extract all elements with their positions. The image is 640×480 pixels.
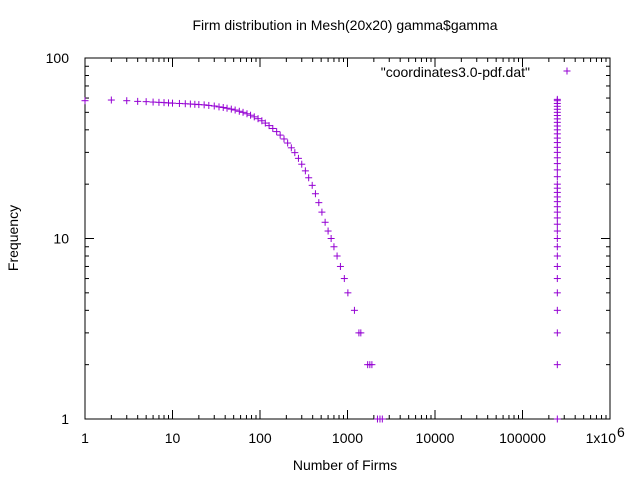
data-point: [315, 199, 323, 207]
data-point: [321, 218, 329, 226]
data-point: [284, 139, 292, 147]
data-point: [287, 144, 295, 152]
data-point: [254, 115, 262, 123]
data-point: [235, 107, 243, 115]
data-point: [243, 110, 251, 118]
data-point: [247, 111, 255, 119]
data-point: [318, 208, 326, 216]
data-point: [324, 227, 332, 235]
data-point: [291, 149, 299, 157]
data-point: [553, 95, 561, 103]
data-point: [175, 99, 183, 107]
data-point: [553, 235, 561, 242]
plot-frame: [84, 57, 611, 420]
data-point: [553, 306, 561, 314]
data-point: [336, 262, 344, 270]
data-point: [280, 135, 288, 143]
x-axis-label: Number of Firms: [293, 457, 397, 473]
data-point: [215, 103, 223, 111]
legend-plus-icon: [563, 67, 571, 75]
data-point: [294, 154, 302, 162]
data-point: [219, 103, 227, 111]
legend-marker: [563, 67, 571, 75]
x-tick-label: 1: [81, 430, 89, 446]
data-point: [553, 227, 561, 235]
data-point: [553, 262, 561, 270]
data-point: [81, 97, 89, 105]
x-tick-labels: 1 10 100 1000 10000 100000 1x10 6: [81, 424, 625, 446]
data-point: [210, 102, 218, 110]
data-point: [340, 275, 348, 283]
data-point: [231, 106, 239, 114]
data-points: [81, 95, 561, 423]
x-tick-label: 10: [165, 430, 181, 446]
data-point: [123, 97, 131, 105]
legend-label: "coordinates3.0-pdf.dat": [381, 64, 530, 80]
data-point: [269, 124, 277, 132]
y-tick-label: 1: [61, 411, 69, 427]
data-point: [553, 220, 561, 228]
data-point: [553, 166, 561, 174]
data-point: [107, 96, 115, 104]
data-point: [553, 173, 561, 181]
chart-title: Firm distribution in Mesh(20x20) gamma$g…: [193, 17, 498, 33]
data-point: [350, 306, 358, 314]
data-point: [333, 252, 341, 260]
data-point: [223, 104, 231, 112]
data-point: [311, 190, 319, 198]
data-point: [378, 415, 386, 423]
data-point: [261, 119, 269, 127]
data-point: [265, 122, 273, 130]
axis-ticks: [84, 57, 611, 420]
data-point: [239, 108, 247, 116]
data-point: [298, 160, 306, 168]
y-tick-labels: 1 10 100: [46, 50, 70, 427]
data-point: [553, 243, 561, 251]
data-point: [553, 289, 561, 297]
x-tick-label: 1x10: [586, 430, 617, 446]
data-point: [308, 181, 316, 189]
data-point: [553, 275, 561, 283]
y-axis-label: Frequency: [5, 205, 21, 271]
x-tick-label: 1000: [332, 430, 363, 446]
data-point: [134, 97, 142, 105]
x-tick-label-exponent: 6: [617, 424, 625, 440]
data-point: [553, 252, 561, 260]
data-point: [553, 180, 561, 188]
data-point: [250, 113, 258, 121]
data-point: [553, 329, 561, 337]
data-point: [205, 101, 213, 109]
data-point: [368, 361, 376, 369]
data-point: [301, 167, 309, 175]
y-tick-label: 100: [46, 50, 70, 66]
x-tick-label: 100: [248, 430, 272, 446]
data-point: [273, 128, 281, 136]
data-point: [327, 235, 335, 242]
data-point: [169, 99, 176, 107]
legend: "coordinates3.0-pdf.dat": [381, 64, 571, 80]
data-point: [344, 289, 352, 297]
data-point: [149, 98, 157, 106]
data-point: [553, 361, 561, 369]
data-point: [276, 131, 284, 139]
data-point: [553, 415, 561, 423]
data-point: [142, 98, 150, 106]
data-point: [227, 105, 235, 113]
y-tick-label: 10: [53, 231, 69, 247]
x-tick-label: 10000: [416, 430, 455, 446]
data-point: [357, 329, 365, 337]
data-point: [200, 101, 208, 109]
data-point: [305, 174, 313, 182]
data-point: [330, 243, 338, 251]
x-tick-label: 100000: [499, 430, 546, 446]
